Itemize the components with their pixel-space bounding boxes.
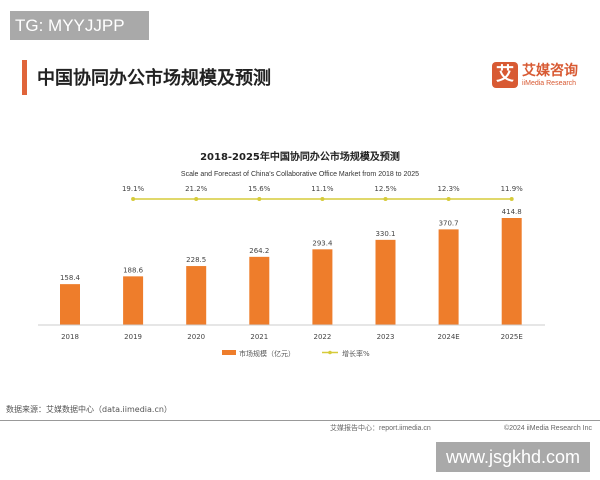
- watermark-bottom: www.jsgkhd.com: [436, 442, 590, 472]
- growth-rate-label: 19.1%: [122, 185, 145, 193]
- watermark-top: TG: MYYJJPP: [10, 11, 149, 40]
- bar-value-label: 414.8: [502, 208, 522, 216]
- chart-title: 2018-2025年中国协同办公市场规模及预测: [200, 150, 400, 163]
- bar-value-label: 264.2: [249, 247, 269, 255]
- growth-rate-label: 11.9%: [501, 185, 524, 193]
- growth-rate-label: 12.3%: [437, 185, 460, 193]
- growth-rate-point: [383, 197, 388, 201]
- legend-line-label: 增长率%: [342, 349, 370, 358]
- bar-value-label: 293.4: [312, 239, 333, 247]
- title-accent-bar: [22, 60, 27, 95]
- footer-copyright: ©2024 iiMedia Research Inc: [503, 425, 592, 432]
- growth-rate-label: 11.1%: [311, 185, 334, 193]
- growth-rate-point: [320, 197, 325, 201]
- bar-value-label: 188.6: [123, 266, 144, 274]
- bar-2018: [60, 284, 80, 325]
- x-tick-label: 2019: [124, 333, 142, 341]
- logo-mark: 艾: [492, 62, 518, 88]
- x-tick-label: 2023: [377, 333, 395, 341]
- logo-en: iiMedia Research: [522, 79, 577, 87]
- x-tick-label: 2025E: [501, 333, 523, 341]
- bar-2023: [375, 239, 396, 325]
- footer-report: 艾媒报告中心：report.iimedia.cn: [330, 425, 431, 432]
- logo-cn: 艾媒咨询: [522, 62, 578, 79]
- growth-rate-point: [131, 197, 136, 201]
- bar-2021: [249, 256, 270, 325]
- bar-value-label: 330.1: [375, 230, 395, 238]
- bar-2020: [186, 266, 207, 325]
- bar-2022: [312, 249, 333, 325]
- growth-rate-label: 12.5%: [374, 185, 397, 193]
- x-tick-label: 2024E: [437, 333, 459, 341]
- x-tick-label: 2018: [61, 333, 79, 341]
- growth-rate-label: 15.6%: [248, 185, 271, 193]
- legend-bar-label: 市场规模（亿元）: [239, 349, 295, 358]
- bar-2025E: [501, 218, 522, 325]
- growth-rate-point: [257, 197, 262, 201]
- bar-value-label: 158.4: [60, 274, 81, 282]
- legend-line-marker: [328, 350, 332, 355]
- growth-rate-point: [446, 197, 451, 201]
- footer-divider: [0, 420, 600, 421]
- x-tick-label: 2021: [250, 333, 268, 341]
- growth-rate-point: [509, 197, 514, 201]
- page-title: 中国协同办公市场规模及预测: [37, 68, 271, 89]
- bar-2019: [123, 276, 144, 325]
- growth-rate-label: 21.2%: [185, 185, 208, 193]
- bar-value-label: 228.5: [186, 256, 206, 264]
- bar-2024E: [438, 229, 459, 325]
- bar-value-label: 370.7: [439, 219, 459, 227]
- data-source: 数据来源：艾媒数据中心（data.iimedia.cn）: [6, 405, 172, 414]
- x-tick-label: 2022: [313, 333, 331, 341]
- legend-bar-swatch: [222, 350, 236, 355]
- x-tick-label: 2020: [187, 333, 205, 341]
- growth-rate-point: [194, 197, 199, 201]
- chart-subtitle: Scale and Forecast of China's Collaborat…: [181, 171, 419, 178]
- logo: 艾 艾媒咨询 iiMedia Research: [492, 62, 578, 88]
